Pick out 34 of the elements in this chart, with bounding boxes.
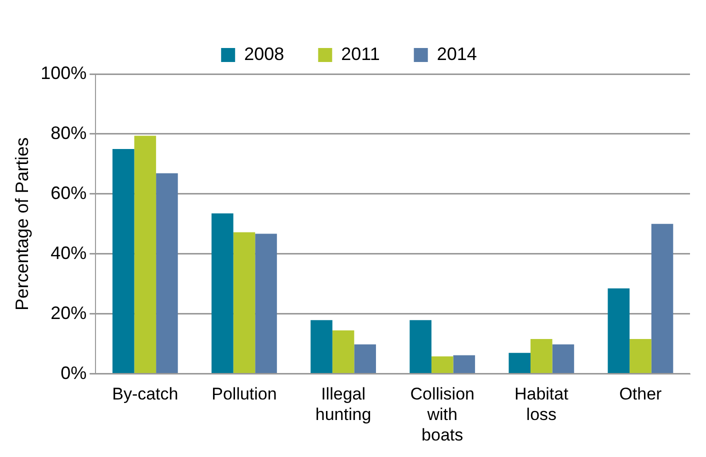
y-tick-label: 40% — [50, 242, 87, 263]
bar — [431, 356, 454, 374]
y-tick-label: 20% — [50, 302, 87, 323]
x-tick-label: Illegal hunting — [315, 384, 372, 424]
bar — [212, 213, 234, 374]
bar — [508, 352, 531, 374]
y-tick-label: 100% — [40, 62, 87, 83]
y-axis-title: Percentage of Parties — [12, 137, 32, 310]
bar — [112, 148, 134, 374]
y-tick-label: 0% — [60, 362, 87, 383]
x-tick-label: Pollution — [212, 384, 277, 404]
bar — [354, 344, 376, 374]
bar — [530, 339, 552, 374]
bar — [608, 288, 630, 374]
legend-label: 2014 — [436, 44, 477, 64]
x-tick-label: Other — [619, 384, 662, 404]
y-tick-label: 60% — [50, 182, 87, 203]
bar — [310, 320, 332, 374]
y-tick-label: 80% — [50, 122, 87, 143]
legend-label: 2011 — [341, 44, 380, 64]
bar — [552, 344, 574, 374]
x-tick-label: Habitat loss — [514, 384, 569, 424]
bar — [453, 355, 476, 374]
bar — [651, 224, 674, 374]
bar — [410, 320, 432, 374]
x-tick-label: Collision with boats — [410, 384, 474, 444]
x-tick-label: By-catch — [112, 384, 178, 404]
bar — [332, 330, 354, 374]
bar — [134, 136, 156, 374]
legend-label: 2008 — [244, 44, 284, 64]
bar — [233, 232, 256, 374]
bar — [630, 339, 652, 374]
bar — [156, 173, 178, 374]
bar — [255, 234, 277, 374]
